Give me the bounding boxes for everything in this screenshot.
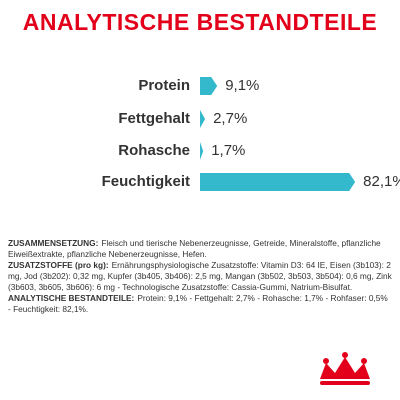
value-label: 1,7% xyxy=(211,142,245,159)
bar xyxy=(200,77,218,95)
logo xyxy=(320,352,370,385)
notes: ZUSAMMENSETZUNG: Fleisch und tierische Ne… xyxy=(8,238,392,315)
category-label: Rohasche xyxy=(118,142,190,159)
note: ZUSAMMENSETZUNG: Fleisch und tierische Ne… xyxy=(8,238,392,260)
category-label: Protein xyxy=(138,77,190,94)
note-text: Protein: 9,1% - Fettgehalt: 2,7% - Rohas… xyxy=(8,293,388,314)
note-text: Ernährungsphysiologische Zusatzstoffe: V… xyxy=(8,260,392,292)
bar xyxy=(200,173,356,191)
note-label: ZUSAMMENSETZUNG: xyxy=(8,238,99,248)
note: ANALYTISCHE BESTANDTEILE: Protein: 9,1% -… xyxy=(8,293,392,315)
value-label: 82,1% xyxy=(363,173,400,190)
chart-title: ANALYTISCHE BESTANDTEILE xyxy=(23,9,377,35)
category-label: Fettgehalt xyxy=(118,110,190,127)
note-label: ANALYTISCHE BESTANDTEILE: xyxy=(8,293,135,303)
value-label: 9,1% xyxy=(225,77,259,94)
note: ZUSATZSTOFFE (pro kg): Ernährungsphysiolo… xyxy=(8,260,392,293)
note-label: ZUSATZSTOFFE (pro kg): xyxy=(8,260,109,270)
note-text: Fleisch und tierische Nebenerzeugnisse, … xyxy=(8,238,381,259)
chart: ANALYTISCHE BESTANDTEILE Protein 9,1% Fett… xyxy=(23,9,400,191)
value-label: 2,7% xyxy=(213,110,247,127)
bar xyxy=(200,142,204,160)
bar xyxy=(200,110,206,128)
category-label: Feuchtigkeit xyxy=(102,173,190,190)
